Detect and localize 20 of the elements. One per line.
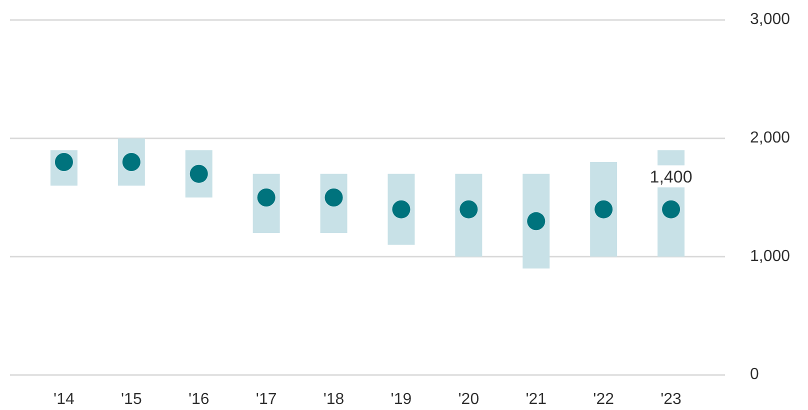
point <box>460 200 478 218</box>
x-tick-label: '16 <box>188 391 210 408</box>
x-tick-label: '15 <box>120 391 142 408</box>
y-tick-label: 3,000 <box>750 11 790 28</box>
data-label: 1,400 <box>650 167 692 186</box>
point <box>662 200 680 218</box>
bar <box>522 174 550 268</box>
x-tick-label: '22 <box>593 391 614 408</box>
point <box>527 212 546 230</box>
x-tick-label: '18 <box>323 391 344 408</box>
point <box>594 200 613 218</box>
x-tick-label: '20 <box>458 391 480 408</box>
x-tick-label: '23 <box>660 391 682 408</box>
x-tick-label: '14 <box>54 391 74 408</box>
y-tick-label: 0 <box>750 366 759 384</box>
x-tick-label: '19 <box>390 391 412 408</box>
x-tick-label: '17 <box>256 391 277 408</box>
x-tick-label: '21 <box>526 391 547 408</box>
y-tick-label: 1,000 <box>750 248 790 265</box>
y-tick-label: 2,000 <box>750 130 790 147</box>
